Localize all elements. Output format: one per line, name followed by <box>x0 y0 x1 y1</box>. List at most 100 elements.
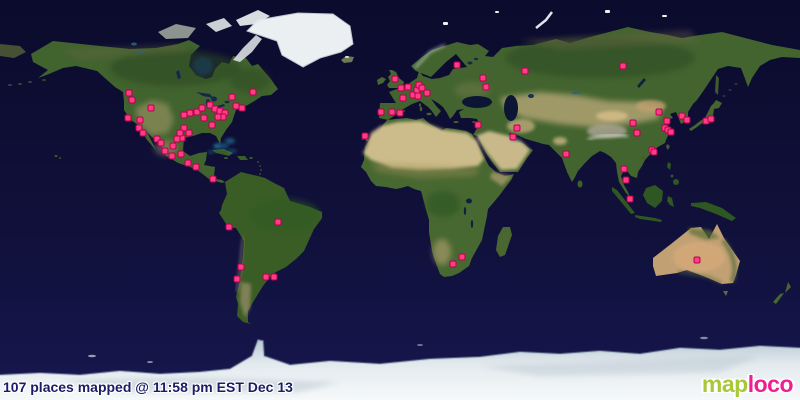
place-marker <box>683 116 691 124</box>
lesser-antilles <box>257 161 262 175</box>
place-marker <box>136 116 144 124</box>
place-marker <box>562 150 570 158</box>
place-marker <box>474 121 482 129</box>
continent-antarctica <box>0 338 800 400</box>
terrain-overlays <box>60 30 737 318</box>
place-marker <box>206 101 214 109</box>
island-taiwan <box>666 144 670 150</box>
place-marker <box>185 129 193 137</box>
place-marker <box>693 256 701 264</box>
place-marker <box>633 129 641 137</box>
aleutian-islands <box>8 79 46 86</box>
island-new-zealand-north <box>785 282 791 293</box>
place-marker <box>655 108 663 116</box>
place-marker <box>270 273 278 281</box>
island-hainan <box>642 156 646 160</box>
maploco-logo[interactable]: maploco <box>701 371 794 398</box>
place-marker <box>396 109 404 117</box>
place-marker <box>249 88 257 96</box>
place-marker <box>198 104 206 112</box>
place-marker <box>650 148 658 156</box>
island-ireland <box>377 77 386 85</box>
place-marker <box>274 218 282 226</box>
logo-part-loco: loco <box>747 371 794 397</box>
place-marker <box>124 114 132 122</box>
island-borneo <box>643 185 663 208</box>
place-marker <box>521 67 529 75</box>
place-marker <box>177 150 185 158</box>
island-iceland <box>341 56 354 63</box>
place-marker <box>237 263 245 271</box>
place-marker <box>153 135 161 143</box>
island-mindanao <box>673 179 679 185</box>
place-marker <box>173 135 181 143</box>
place-marker <box>208 121 216 129</box>
island-hispaniola <box>237 156 248 160</box>
place-marker <box>453 61 461 69</box>
place-marker <box>157 139 165 147</box>
island-visayas <box>670 174 674 178</box>
place-marker <box>200 114 208 122</box>
chukotka-left-edge <box>0 44 26 58</box>
place-marker <box>361 132 369 140</box>
place-marker <box>388 108 396 116</box>
place-marker <box>509 133 517 141</box>
island-new-zealand-south <box>773 293 784 304</box>
hawaii <box>54 155 62 159</box>
place-marker <box>397 84 405 92</box>
shallow-water-glow <box>207 138 237 154</box>
island-java <box>635 215 662 222</box>
place-marker <box>377 108 385 116</box>
place-marker <box>414 92 422 100</box>
island-sri-lanka <box>577 180 583 188</box>
status-text: 107 places mapped @ 11:58 pm EST Dec 13 <box>3 379 293 395</box>
place-marker <box>418 84 426 92</box>
place-marker <box>399 94 407 102</box>
island-jamaica <box>224 157 228 159</box>
island-luzon <box>667 162 671 170</box>
place-marker <box>228 93 236 101</box>
island-tasmania <box>723 291 728 296</box>
place-marker <box>161 147 169 155</box>
place-marker <box>479 74 487 82</box>
place-marker <box>168 152 176 160</box>
place-marker <box>626 195 634 203</box>
place-marker <box>169 142 177 150</box>
place-marker <box>180 111 188 119</box>
polar-ice <box>88 10 708 363</box>
place-marker <box>707 115 715 123</box>
place-marker <box>667 128 675 136</box>
place-marker <box>139 129 147 137</box>
island-new-guinea <box>691 202 736 221</box>
place-marker <box>125 89 133 97</box>
island-sakhalin <box>715 75 719 95</box>
place-marker <box>404 83 412 91</box>
island-japan <box>689 100 722 131</box>
place-marker <box>620 165 628 173</box>
place-marker <box>663 117 671 125</box>
place-marker <box>192 163 200 171</box>
place-marker <box>449 260 457 268</box>
place-marker <box>233 275 241 283</box>
place-marker <box>238 104 246 112</box>
place-marker <box>186 109 194 117</box>
place-marker <box>184 159 192 167</box>
place-marker <box>458 253 466 261</box>
island-sulawesi <box>667 196 674 207</box>
place-marker <box>619 62 627 70</box>
island-sumatra <box>612 187 635 214</box>
logo-part-map: map <box>701 371 748 397</box>
place-marker <box>482 83 490 91</box>
place-marker <box>209 175 217 183</box>
kuril-islands <box>722 83 738 97</box>
place-marker <box>262 273 270 281</box>
place-marker <box>391 75 399 83</box>
place-marker <box>678 112 686 120</box>
place-marker <box>423 89 431 97</box>
place-marker <box>135 124 143 132</box>
place-marker <box>225 223 233 231</box>
island-puerto-rico <box>249 157 253 159</box>
